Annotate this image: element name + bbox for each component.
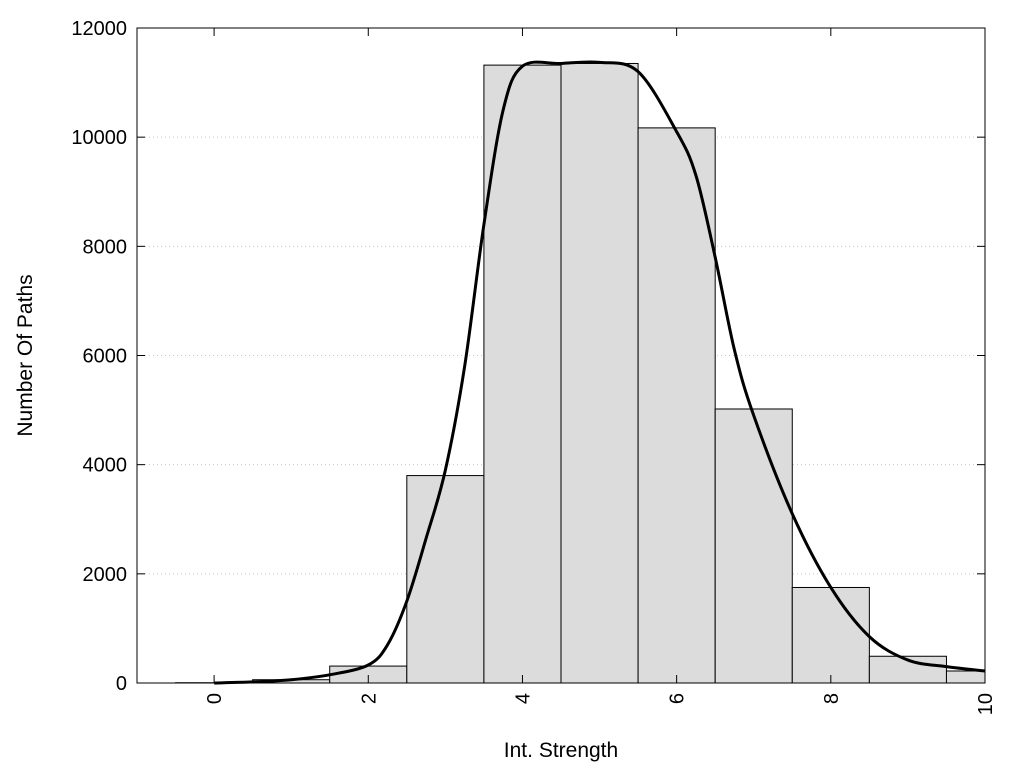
histogram-bars <box>175 62 986 684</box>
histogram-bar <box>406 475 485 684</box>
x-tick-label: 10 <box>975 693 997 715</box>
x-tick-label: 8 <box>821 693 843 704</box>
y-axis-title: Number Of Paths <box>14 274 37 436</box>
histogram-bar <box>945 670 986 684</box>
histogram-bar <box>560 62 639 684</box>
x-axis-title: Int. Strength <box>504 739 618 762</box>
x-tick-label: 6 <box>667 693 689 704</box>
histogram-bar <box>791 586 870 684</box>
histogram-bar <box>714 408 793 684</box>
y-tick-label: 2000 <box>83 564 128 586</box>
x-tick-label: 4 <box>512 693 534 704</box>
histogram-bar <box>483 64 562 684</box>
fit-curve-layer <box>214 60 986 685</box>
y-tick-label: 6000 <box>83 346 128 368</box>
y-tick-label: 12000 <box>71 18 127 40</box>
x-tick-label: 0 <box>204 693 226 704</box>
histogram-bar <box>637 127 716 684</box>
y-tick-label: 8000 <box>83 236 128 258</box>
y-tick-label: 0 <box>116 673 127 695</box>
axis-ticks: 0 2000 4000 6000 8000 10000 12000 0 2 4 6 8 10 <box>71 18 997 715</box>
fit-curve <box>214 60 986 685</box>
y-tick-label: 10000 <box>71 127 127 149</box>
y-tick-label: 4000 <box>83 455 128 477</box>
x-tick-label: 2 <box>358 693 380 704</box>
